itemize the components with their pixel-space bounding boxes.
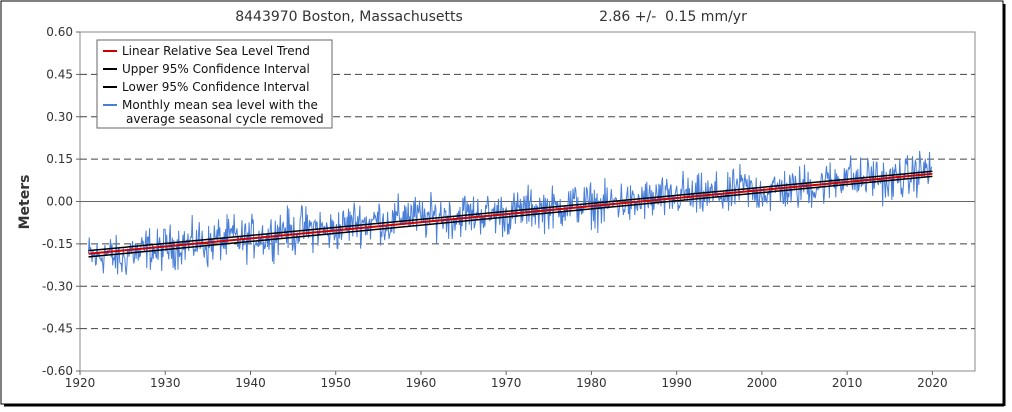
x-tick-label: 1950 [320,376,351,390]
series-monthly-mean-sea-level [88,150,933,275]
y-tick-label: 0.45 [46,67,73,81]
x-tick-label: 1930 [150,376,181,390]
series-lower-confidence [88,175,933,258]
y-tick-label: -0.60 [42,364,73,378]
trend-rate-label: 2.86 +/- 0.15 mm/yr [599,9,747,25]
legend: Linear Relative Sea Level Trend Upper 95… [96,39,333,129]
legend-label-monthly: Monthly mean sea level with the [122,98,318,112]
x-tick-label: 2010 [832,376,863,390]
legend-label-monthly-2: average seasonal cycle removed [126,112,324,126]
y-axis-ticks: 0.60 0.45 0.30 0.15 0.00 -0.15 -0.30 -0.45 -0.60 [42,25,80,378]
y-tick-label: -0.30 [42,279,73,293]
x-tick-label: 2020 [917,376,948,390]
x-tick-label: 1980 [576,376,607,390]
x-tick-label: 1970 [491,376,522,390]
y-tick-label: 0.30 [46,110,73,124]
x-tick-label: 1940 [235,376,266,390]
x-tick-label: 2000 [747,376,778,390]
series-upper-confidence [88,170,933,252]
legend-label-lower: Lower 95% Confidence Interval [122,80,310,94]
y-tick-label: -0.45 [42,322,73,336]
legend-label-trend: Linear Relative Sea Level Trend [122,44,310,58]
x-tick-label: 1990 [661,376,692,390]
y-tick-label: 0.60 [46,25,73,39]
y-tick-label: -0.15 [42,237,73,251]
legend-label-upper: Upper 95% Confidence Interval [122,62,310,76]
chart-title: 8443970 Boston, Massachusetts [235,9,463,25]
y-tick-label: 0.15 [46,152,73,166]
series-layer [88,150,933,275]
x-tick-label: 1920 [65,376,96,390]
x-tick-label: 1960 [406,376,437,390]
y-tick-label: 0.00 [46,195,73,209]
y-axis-label: Meters [17,175,33,230]
series-linear-trend [88,172,933,255]
legend-box [96,39,333,129]
x-axis-ticks: 1920 1930 1940 1950 1960 1970 1980 1990 2000 2010… [65,371,948,390]
